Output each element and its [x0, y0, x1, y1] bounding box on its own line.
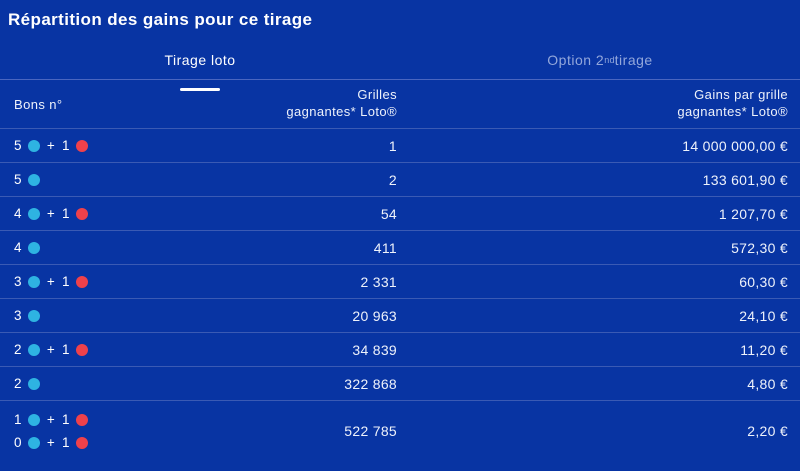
gain-value: 2,20 €	[747, 423, 788, 439]
table-header-row: Bons n° Grilles gagnantes* Loto® Gains p…	[0, 80, 800, 129]
combo-line: 4 +1	[14, 206, 210, 221]
combo-count: 1	[14, 412, 22, 427]
combo-count: 3	[14, 274, 22, 289]
grids-value: 322 868	[344, 375, 397, 392]
combo-count: 5	[14, 138, 22, 153]
blue-ball-icon	[27, 436, 40, 449]
combo-line: 2	[14, 376, 210, 391]
gain-value: 60,30 €	[739, 273, 788, 290]
column-header-bons: Bons n°	[14, 96, 63, 112]
grids-value: 2	[388, 171, 397, 188]
gain-value: 1 207,70 €	[718, 205, 788, 222]
blue-ball-icon	[27, 309, 40, 322]
table-row: 5 2 133 601,90 €	[0, 163, 800, 197]
active-tab-underline	[180, 88, 220, 91]
grids-value: 2 331	[360, 273, 397, 290]
red-ball-icon	[75, 413, 88, 426]
gain-value: 14 000 000,00 €	[682, 137, 788, 154]
combo-cell: 2 +1	[14, 342, 210, 357]
blue-ball-icon	[27, 173, 40, 186]
combo-count: 4	[14, 206, 22, 221]
grids-value: 20 963	[352, 307, 397, 324]
red-ball-icon	[75, 275, 88, 288]
combo-count: 3	[14, 308, 22, 323]
table-row: 2 322 868 4,80 €	[0, 367, 800, 401]
combo-count: 5	[14, 172, 22, 187]
column-header-grilles-gagnantes: Grilles gagnantes* Loto®	[286, 86, 397, 120]
table-row: 1 +1 0 +1 522 785 2,20 €	[0, 401, 800, 461]
combo-line: 5	[14, 172, 210, 187]
combo-cell: 2	[14, 376, 210, 391]
red-ball-icon	[75, 436, 88, 449]
gain-value: 11,20 €	[740, 341, 788, 358]
combo-cell: 5 +1	[14, 138, 210, 153]
table-body: 5 +1 1 14 000 000,00 € 5 2 133 601,90 € 4 +1 54 1 …	[0, 129, 800, 461]
grids-value: 34 839	[352, 341, 397, 358]
combo-count: 0	[14, 435, 22, 450]
table-row: 5 +1 1 14 000 000,00 €	[0, 129, 800, 163]
grids-value: 411	[373, 239, 397, 256]
blue-ball-icon	[27, 139, 40, 152]
red-ball-icon	[75, 207, 88, 220]
table-row: 4 411 572,30 €	[0, 231, 800, 265]
combo-line: 4	[14, 240, 210, 255]
table-row: 2 +1 34 839 11,20 €	[0, 333, 800, 367]
combo-line: 0 +1	[14, 435, 210, 450]
column-header-gains-par-grille: Gains par grille gagnantes* Loto®	[677, 86, 788, 120]
grids-value: 1	[388, 137, 397, 154]
tab-option-2nd-label-prefix: Option 2	[547, 52, 605, 68]
combo-cell: 4 +1	[14, 206, 210, 221]
combo-cell: 5	[14, 172, 210, 187]
combo-line: 5 +1	[14, 138, 210, 153]
combo-line: 1 +1	[14, 412, 210, 427]
combo-count: 1	[62, 206, 70, 221]
grids-value: 54	[380, 205, 397, 222]
red-ball-icon	[75, 139, 88, 152]
combo-line: 3	[14, 308, 210, 323]
combo-count: 1	[62, 435, 70, 450]
gain-value: 24,10 €	[739, 307, 788, 324]
plus-sign: +	[46, 206, 55, 221]
tab-option-2nd-label-sup: nd	[604, 55, 615, 65]
blue-ball-icon	[27, 413, 40, 426]
blue-ball-icon	[27, 207, 40, 220]
tab-tirage-loto-label: Tirage loto	[164, 52, 236, 68]
combo-count: 2	[14, 376, 22, 391]
combo-line: 2 +1	[14, 342, 210, 357]
gain-value: 572,30 €	[731, 239, 788, 256]
page-title: Répartition des gains pour ce tirage	[8, 10, 313, 29]
combo-cell: 3	[14, 308, 210, 323]
blue-ball-icon	[27, 343, 40, 356]
combo-cell: 3 +1	[14, 274, 210, 289]
gain-value: 4,80 €	[747, 375, 788, 392]
table-row: 3 20 963 24,10 €	[0, 299, 800, 333]
combo-line: 3 +1	[14, 274, 210, 289]
combo-count: 1	[62, 138, 70, 153]
plus-sign: +	[46, 342, 55, 357]
combo-count: 4	[14, 240, 22, 255]
combo-cell: 1 +1 0 +1	[14, 412, 210, 450]
red-ball-icon	[75, 343, 88, 356]
plus-sign: +	[46, 138, 55, 153]
blue-ball-icon	[27, 275, 40, 288]
plus-sign: +	[46, 435, 55, 450]
blue-ball-icon	[27, 377, 40, 390]
table-row: 3 +1 2 331 60,30 €	[0, 265, 800, 299]
plus-sign: +	[46, 412, 55, 427]
table-row: 4 +1 54 1 207,70 €	[0, 197, 800, 231]
combo-cell: 4	[14, 240, 210, 255]
combo-count: 1	[62, 342, 70, 357]
combo-count: 2	[14, 342, 22, 357]
grids-value: 522 785	[344, 423, 397, 439]
combo-count: 1	[62, 412, 70, 427]
combo-count: 1	[62, 274, 70, 289]
tab-tirage-loto[interactable]: Tirage loto	[0, 41, 400, 91]
plus-sign: +	[46, 274, 55, 289]
gain-value: 133 601,90 €	[702, 171, 788, 188]
blue-ball-icon	[27, 241, 40, 254]
tab-option-2nd-label-suffix: tirage	[614, 52, 653, 68]
